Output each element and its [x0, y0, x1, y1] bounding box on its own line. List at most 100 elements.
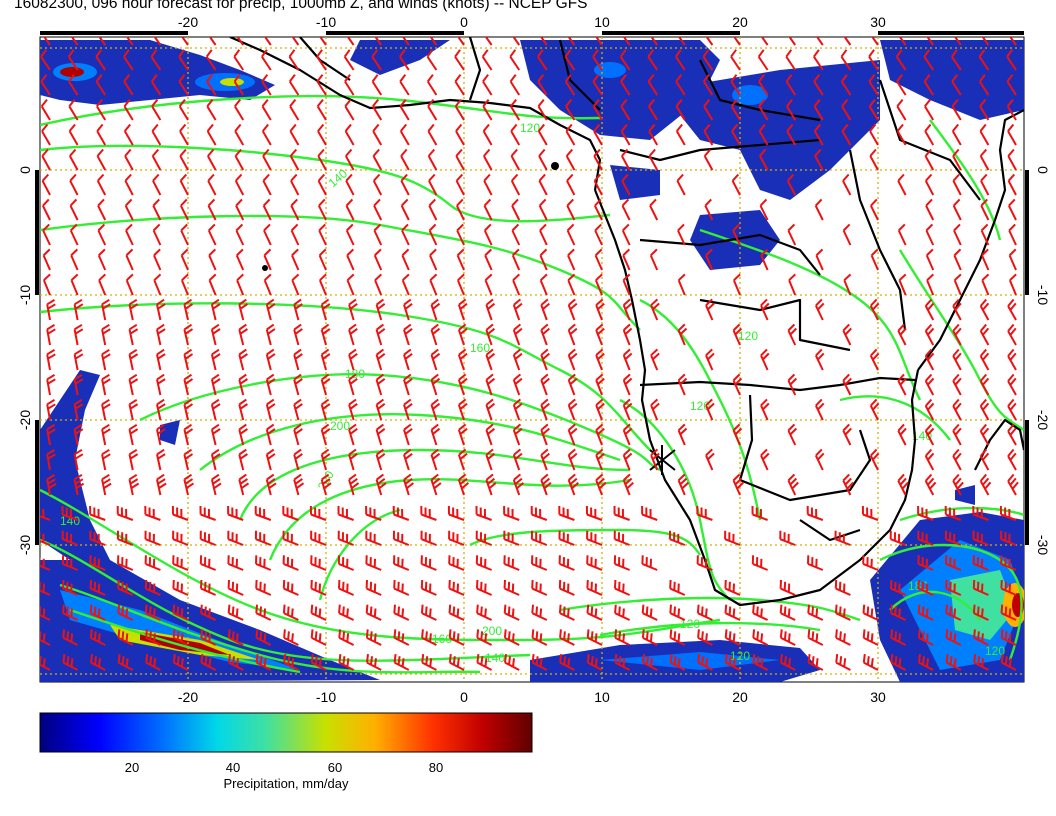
wind-barb — [373, 198, 383, 221]
wind-barb — [732, 273, 741, 296]
wind-barb — [815, 248, 824, 271]
wind-barb — [813, 49, 824, 71]
wind-barb — [924, 148, 935, 171]
wind-barb — [806, 505, 824, 521]
wind-barb — [372, 173, 383, 196]
wind-barb — [559, 653, 575, 671]
wind-barb — [73, 298, 84, 321]
wind-barb — [485, 448, 496, 471]
lat-labels-left: 0 -10 -20 -30 — [17, 166, 33, 555]
wind-barb — [156, 398, 166, 421]
wind-barb — [101, 423, 111, 446]
wind-barb — [952, 398, 962, 421]
wind-barb — [897, 373, 907, 396]
wind-barb — [73, 373, 84, 396]
contour-label: 140 — [60, 514, 80, 528]
wind-barb — [208, 37, 217, 46]
border-line — [639, 376, 916, 392]
wind-barb — [317, 148, 327, 171]
wind-barb — [614, 579, 631, 596]
wind-barb — [779, 604, 796, 621]
wind-barb — [317, 123, 327, 146]
wind-barb — [787, 223, 797, 246]
wind-barb — [428, 198, 438, 221]
wind-barb — [558, 505, 575, 521]
wind-barb — [592, 49, 603, 71]
wind-barb — [40, 656, 51, 671]
wind-barb — [200, 604, 217, 621]
wind-barb — [199, 555, 216, 571]
wind-barb — [46, 349, 56, 371]
wind-barb — [123, 49, 134, 71]
wind-barb — [227, 604, 244, 621]
wind-barb — [96, 173, 107, 196]
wind-barb — [238, 348, 248, 371]
wind-barb — [128, 398, 139, 421]
wind-barb — [642, 653, 658, 671]
wind-barb — [145, 653, 161, 671]
wind-barb — [1008, 223, 1017, 246]
map-frame — [39, 36, 1025, 683]
wind-barb — [705, 448, 715, 471]
wind-barb — [365, 579, 382, 596]
wind-barb — [427, 123, 438, 146]
contour-label: 140 — [485, 651, 505, 665]
wind-barb — [89, 579, 106, 596]
wind-barb — [485, 348, 496, 371]
wind-barb — [511, 198, 521, 221]
wind-barb — [785, 49, 797, 71]
wind-barb — [512, 373, 523, 396]
wind-barb — [840, 49, 852, 71]
wind-barb — [365, 530, 382, 546]
wind-barb — [981, 248, 990, 271]
wind-barb — [512, 323, 523, 346]
colorbar-label: Precipitation, mm/day — [224, 776, 349, 791]
wind-barb — [1007, 148, 1017, 171]
wind-barb — [46, 374, 56, 396]
wind-barb — [503, 505, 520, 521]
wind-barb — [842, 423, 852, 446]
wind-barb — [807, 629, 824, 646]
wind-barb — [289, 123, 300, 146]
wind-barb — [952, 148, 962, 171]
wind-barb — [68, 74, 79, 96]
wind-barb — [834, 604, 851, 621]
wind-barb — [372, 123, 383, 146]
wind-barb — [393, 653, 410, 671]
wind-barb — [62, 629, 79, 646]
wind-barb — [641, 604, 658, 621]
wind-barb — [41, 173, 51, 196]
wind-barb — [62, 579, 79, 596]
wind-barb — [124, 173, 134, 196]
lat-tick-label: -10 — [17, 285, 33, 305]
africa-coast-east — [917, 109, 1024, 371]
wind-barb — [288, 49, 300, 71]
wind-barb — [650, 298, 660, 321]
wind-barb — [172, 653, 189, 671]
border-line — [738, 394, 754, 481]
wind-barb — [282, 555, 299, 571]
colorbar-tick-label: 40 — [226, 760, 240, 775]
wind-barb — [124, 198, 134, 221]
wind-barb — [316, 49, 327, 71]
wind-barb — [595, 448, 605, 471]
wind-barb — [980, 173, 990, 196]
wind-barb — [227, 505, 244, 521]
wind-barb — [199, 530, 216, 546]
wind-barb — [924, 348, 935, 371]
wind-barb — [945, 604, 962, 621]
wind-barb — [586, 530, 603, 546]
wind-barb — [952, 298, 962, 321]
wind-barb — [540, 373, 550, 396]
wind-barb — [730, 49, 741, 71]
wind-barb — [952, 373, 962, 396]
colorbar-tick-label: 80 — [429, 760, 443, 775]
wind-barb — [696, 604, 713, 621]
wind-barb — [200, 629, 217, 646]
wind-barb — [291, 37, 300, 46]
wind-barb — [290, 198, 300, 221]
wind-barb — [614, 653, 631, 671]
wind-barb — [208, 273, 217, 296]
wind-barb — [420, 555, 437, 571]
wind-barb — [510, 173, 521, 196]
